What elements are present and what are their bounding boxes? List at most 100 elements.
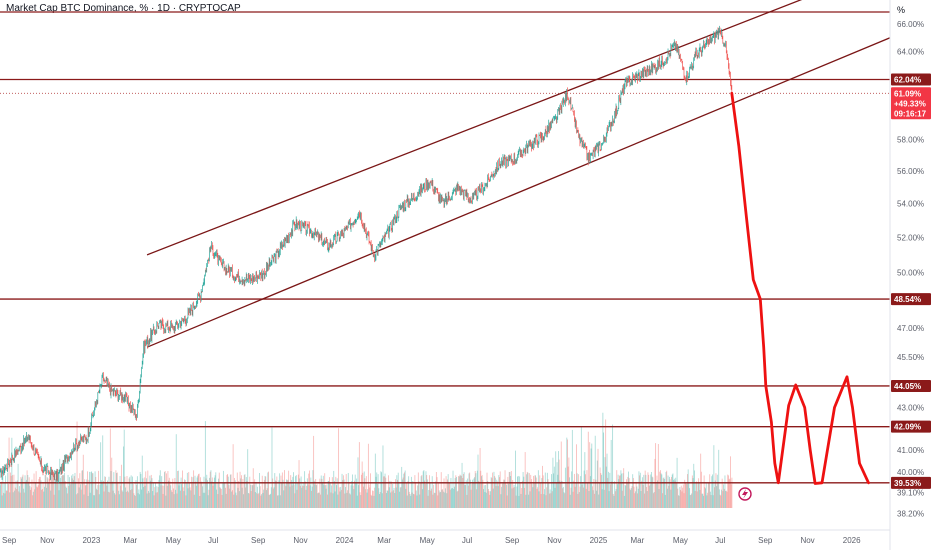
- y-tick-label: 40.00%: [897, 468, 924, 477]
- volume-bar: [41, 489, 43, 508]
- volume-bar: [539, 483, 541, 508]
- volume-bar: [619, 475, 620, 508]
- volume-bar: [606, 453, 608, 508]
- volume-bar: [642, 485, 644, 508]
- channel-upper-line[interactable]: [146, 0, 817, 256]
- volume-bar: [562, 488, 564, 508]
- x-tick-label: 2025: [590, 536, 608, 545]
- volume-bar: [564, 467, 566, 508]
- volume-bar: [116, 473, 118, 508]
- y-tick-label: 50.00%: [897, 269, 924, 278]
- volume-bar: [547, 479, 549, 508]
- projection-line[interactable]: [730, 91, 870, 485]
- x-tick-label: May: [673, 536, 688, 545]
- volume-bar: [215, 472, 217, 508]
- volume-bar: [78, 487, 80, 508]
- volume-bar: [114, 493, 115, 508]
- y-tick-label: 39.10%: [897, 489, 924, 498]
- volume-bar: [273, 487, 275, 508]
- volume-bar: [48, 483, 50, 508]
- volume-bar: [367, 443, 369, 508]
- volume-bar: [560, 482, 561, 508]
- volume-bar: [719, 494, 721, 508]
- volume-bar: [148, 492, 150, 508]
- channel-lower-line[interactable]: [146, 37, 891, 348]
- volume-bar: [271, 427, 273, 508]
- volume-bar: [262, 492, 264, 508]
- volume-bar: [329, 482, 331, 508]
- y-tick-label: 52.00%: [897, 233, 924, 242]
- volume-bar: [533, 475, 534, 508]
- volume-bar: [111, 481, 113, 508]
- volume-bar: [573, 480, 575, 508]
- volume-bar: [529, 491, 531, 508]
- volume-bar: [164, 471, 166, 508]
- volume-bar: [398, 481, 400, 508]
- volume-bar: [553, 466, 555, 508]
- volume-bar: [553, 473, 555, 508]
- volume-bar: [485, 485, 487, 508]
- current-price-tag: [891, 87, 931, 120]
- volume-bar: [628, 471, 629, 508]
- volume-bar: [580, 476, 582, 508]
- volume-bar: [180, 477, 182, 508]
- y-tick-label: 45.50%: [897, 353, 924, 362]
- volume-bar: [578, 492, 580, 508]
- volume-bar: [711, 476, 713, 508]
- volume-bar: [299, 485, 301, 508]
- volume-bar: [451, 488, 453, 508]
- volume-bar: [551, 474, 552, 508]
- volume-bar: [41, 488, 43, 508]
- volume-bar: [640, 491, 642, 508]
- price-series: [0, 25, 733, 484]
- x-tick-label: Mar: [630, 536, 644, 545]
- volume-bar: [572, 491, 574, 508]
- volume-bar: [639, 475, 641, 508]
- volume-bar: [191, 476, 192, 508]
- volume-bar: [142, 478, 144, 508]
- volume-bar: [185, 495, 187, 508]
- volume-bar: [158, 479, 160, 508]
- volume-bar: [23, 492, 25, 508]
- volume-bar: [690, 494, 692, 508]
- volume-bar: [478, 480, 480, 508]
- volume-bar: [657, 480, 659, 508]
- volume-bar: [449, 482, 451, 508]
- volume-bar: [188, 472, 190, 508]
- volume-bar: [65, 486, 67, 508]
- volume-bar: [683, 493, 685, 508]
- volume-bar: [363, 471, 365, 508]
- volume-bar: [64, 472, 66, 508]
- volume-bar: [567, 439, 568, 508]
- volume-bar: [150, 474, 152, 508]
- volume-bar: [37, 485, 39, 508]
- volume-bar: [650, 471, 652, 508]
- volume-bar: [152, 483, 154, 508]
- volume-bar: [11, 437, 13, 508]
- volume-bar: [688, 482, 690, 508]
- volume-bar: [129, 476, 131, 508]
- volume-bar: [696, 481, 697, 508]
- volume-bar: [259, 486, 261, 508]
- volume-bar: [709, 491, 711, 508]
- volume-bar: [502, 482, 504, 508]
- volume-bar: [662, 493, 663, 508]
- level-tag: [891, 73, 931, 86]
- volume-bar: [388, 487, 390, 508]
- volume-bar: [511, 488, 513, 508]
- volume-bar: [545, 495, 547, 508]
- volume-bar: [133, 493, 135, 508]
- volume-bar: [19, 492, 21, 508]
- volume-bar: [268, 471, 269, 508]
- volume-bar: [326, 484, 328, 508]
- volume-bar: [109, 428, 111, 508]
- volume-bar: [689, 495, 691, 508]
- volume-bar: [266, 488, 268, 508]
- volume-bar: [546, 487, 548, 508]
- volume-bar: [697, 483, 699, 508]
- volume-bar: [709, 474, 711, 508]
- volume-bar: [195, 481, 197, 508]
- volume-bar: [222, 470, 224, 508]
- volume-bar: [238, 480, 240, 508]
